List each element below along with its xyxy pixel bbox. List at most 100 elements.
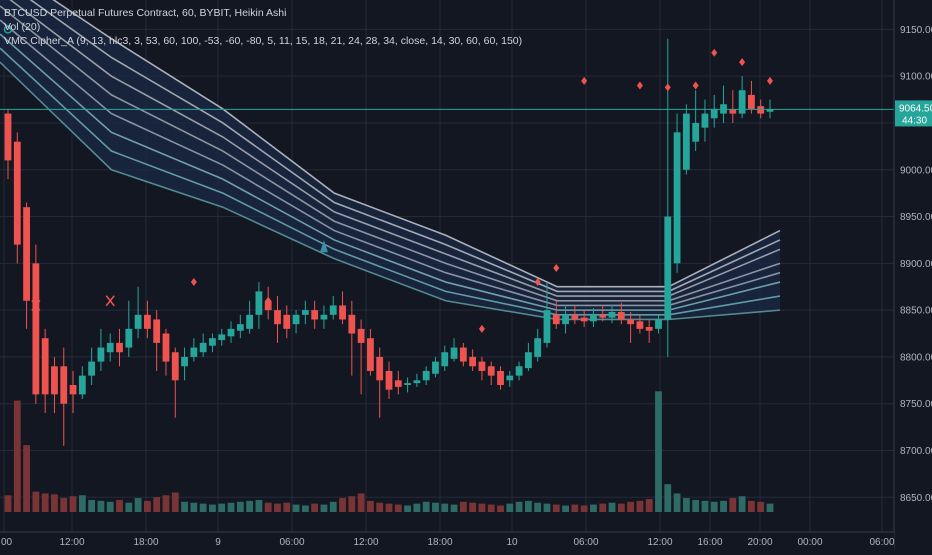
volume-bar — [162, 495, 170, 512]
candle-body — [292, 314, 300, 325]
candle-body — [404, 383, 411, 385]
candle-body — [664, 216, 672, 320]
volume-bar — [636, 500, 644, 512]
circle-marker — [3, 25, 13, 34]
volume-bar — [227, 502, 235, 512]
volume-bar — [617, 503, 625, 512]
volume-bar — [106, 501, 114, 512]
candle-body — [88, 361, 96, 376]
candle-body — [710, 108, 718, 119]
volume-bar — [264, 502, 272, 512]
volume-bar — [181, 501, 188, 512]
volume-bar — [580, 505, 588, 512]
volume-bar — [497, 505, 504, 512]
diamond-marker — [767, 76, 773, 85]
volume-bar — [320, 504, 328, 512]
volume-bar — [292, 504, 300, 512]
candle-body — [106, 342, 114, 353]
candle-body — [143, 314, 151, 329]
candle-body — [394, 380, 402, 387]
candle-body — [78, 375, 86, 395]
volume-bar — [348, 496, 356, 512]
price-axis-label: 8900.00 — [900, 259, 932, 270]
volume-bar — [367, 500, 374, 512]
volume-bar — [125, 502, 133, 512]
candle-body — [413, 380, 421, 384]
candle-body — [580, 317, 588, 322]
time-axis-label: 20:00 — [747, 537, 772, 548]
candle-body — [339, 305, 346, 320]
candle-body — [441, 352, 449, 367]
diamond-marker — [265, 296, 272, 305]
ribbon-line — [0, 5, 781, 302]
bar-countdown: 44:30 — [902, 115, 927, 126]
volume-bar — [599, 503, 607, 512]
volume-bar — [506, 503, 514, 512]
diamond-marker — [478, 324, 485, 333]
candle-body — [478, 361, 486, 371]
candle-body — [218, 334, 226, 341]
candle-body — [459, 347, 467, 362]
volume-bar — [720, 500, 727, 512]
volume-bar — [450, 504, 458, 512]
volume-bar — [13, 400, 21, 512]
candle-body — [506, 375, 514, 381]
candle-body — [636, 321, 644, 329]
diamond-marker — [711, 48, 718, 57]
volume-bar — [236, 501, 244, 512]
diamond-marker — [581, 76, 588, 85]
diamond-marker — [636, 81, 643, 90]
candle-body — [181, 356, 188, 367]
diamond-marker — [692, 81, 699, 90]
candle-body — [97, 347, 105, 362]
time-axis-label: 06:00 — [869, 537, 894, 548]
volume-bar — [394, 504, 402, 512]
time-axis-label: 9 — [215, 537, 221, 548]
time-axis-label: 00:00 — [797, 537, 822, 548]
candle-body — [534, 338, 542, 357]
ribbon-line — [0, 33, 781, 311]
candle-body — [608, 312, 616, 318]
cross-marker — [31, 299, 41, 311]
ribbon-line — [9, 0, 781, 297]
chart-legend: BTCUSD Perpetual Futures Contract, 60, B… — [4, 6, 522, 48]
volume-bar — [701, 500, 709, 512]
candle-body — [599, 314, 607, 318]
volume-bar — [422, 501, 430, 512]
volume-bar — [311, 503, 319, 512]
candle-body — [209, 338, 216, 346]
price-axis-label: 8700.00 — [900, 446, 932, 457]
diamond-marker — [190, 278, 197, 287]
volume-bar — [682, 498, 690, 512]
price-axis-label: 8800.00 — [900, 352, 932, 363]
volume-bar — [469, 502, 477, 512]
volume-bar — [23, 445, 30, 512]
candle-body — [617, 312, 625, 320]
candle-body — [673, 132, 681, 264]
volume-bar — [627, 501, 635, 512]
volume-bar — [459, 501, 467, 512]
volume-bar — [134, 498, 142, 512]
volume-bar — [385, 503, 393, 512]
ribbon-line — [0, 61, 781, 321]
volume-bar — [209, 504, 216, 512]
volume-bar — [329, 501, 337, 512]
volume-bar — [738, 496, 746, 512]
price-axis-label: 9150.00 — [900, 25, 932, 36]
candle-body — [246, 314, 254, 329]
diamond-marker — [553, 264, 560, 273]
volume-bar — [710, 501, 718, 512]
volume-bar — [274, 503, 281, 512]
ribbon-line — [0, 19, 781, 307]
volume-bar — [246, 500, 254, 512]
candle-body — [320, 314, 328, 320]
ribbon-fill — [0, 0, 780, 320]
candle-body — [552, 314, 560, 325]
candle-body — [729, 108, 737, 114]
diamond-marker — [664, 83, 671, 92]
candle-body — [738, 90, 746, 114]
candle-body — [385, 370, 393, 390]
time-axis-label: 00 — [1, 537, 13, 548]
